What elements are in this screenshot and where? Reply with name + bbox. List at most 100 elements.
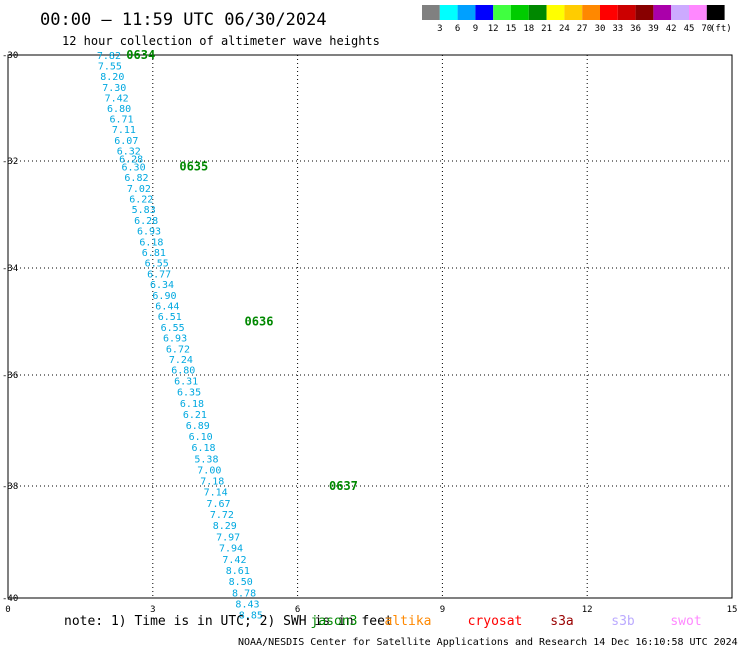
swh-value: 6.89: [186, 421, 210, 432]
swh-value: 6.07: [114, 136, 138, 147]
legend-swatch: [582, 5, 600, 20]
latitude-tick-labels: -30 -32 -34 -36 -38 -40: [2, 51, 18, 604]
satellite-legend: jason3 altika cryosat s3a s3b swot: [311, 614, 702, 629]
pass-time-label: 0635: [179, 159, 208, 173]
legend-swatch: [528, 5, 547, 20]
legend-label: 30: [595, 24, 606, 34]
swh-value: 6.30: [122, 162, 146, 173]
swh-value: 5.38: [194, 454, 218, 465]
lon-tick-label: 15: [727, 605, 738, 615]
swh-value: 7.02: [127, 184, 151, 195]
swh-value: 7.82: [97, 51, 121, 62]
legend-swatch: [671, 5, 689, 20]
legend-label: 21: [541, 24, 552, 34]
map-title: 00:00 — 11:59 UTC 06/30/2024: [40, 10, 327, 30]
swh-value: 6.32: [117, 146, 141, 157]
legend-swatch: [635, 5, 654, 20]
swh-value: 5.83: [132, 205, 156, 216]
legend-swatch: [546, 5, 565, 20]
legend-swatch: [475, 5, 494, 20]
swh-value: 7.42: [105, 93, 129, 104]
swh-value: 7.55: [98, 62, 122, 73]
lat-tick-label: -38: [2, 482, 18, 492]
swh-value: 7.42: [222, 555, 246, 566]
pass-time-label: 0634: [126, 48, 155, 62]
legend-label: 6: [455, 24, 460, 34]
swh-value: 7.30: [102, 83, 126, 94]
swh-value: 8.43: [235, 600, 259, 611]
swh-value: 6.18: [192, 443, 216, 454]
swh-value: 8.50: [229, 577, 253, 588]
swh-value: 7.67: [206, 499, 230, 510]
lon-tick-label: 3: [150, 605, 155, 615]
lat-tick-label: -30: [2, 51, 18, 61]
swh-value: 6.18: [180, 399, 204, 410]
legend-label: 9: [473, 24, 478, 34]
lat-tick-label: -32: [2, 157, 18, 167]
swh-value: 6.93: [137, 227, 161, 238]
lat-tick-label: -36: [2, 371, 18, 381]
legend-label: 24: [559, 24, 570, 34]
swh-value: 6.93: [163, 334, 187, 345]
satellite-s3a-label: s3a: [550, 614, 573, 629]
swh-value: 6.44: [155, 301, 179, 312]
swh-value: 6.34: [150, 280, 174, 291]
swh-value: 7.18: [200, 476, 224, 487]
legend-label: 45: [684, 24, 695, 34]
legend-swatch: [511, 5, 529, 20]
swh-value: 6.35: [177, 388, 201, 399]
swh-value: 8.29: [213, 521, 237, 532]
swh-value: 6.81: [142, 248, 166, 259]
wave-height-legend: 3 6 9 12 15 18 21 24 27 30 33 36 39 42 45 70: [422, 5, 725, 34]
swh-value: 6.21: [183, 410, 207, 421]
footer-note: note: 1) Time is in UTC; 2) SWH is in fe…: [64, 614, 393, 629]
swh-value: 6.82: [124, 173, 148, 184]
swh-value: 7.97: [216, 532, 240, 543]
swh-value: 7.14: [204, 488, 228, 499]
swh-value: 6.55: [161, 323, 185, 334]
lon-tick-label: 9: [440, 605, 445, 615]
legend-swatch: [653, 5, 672, 20]
swh-value: 6.51: [158, 312, 182, 323]
lon-tick-label: 12: [582, 605, 593, 615]
legend-label: 15: [506, 24, 517, 34]
lon-tick-label: 6: [295, 605, 300, 615]
footer-credit: NOAA/NESDIS Center for Satellite Applica…: [238, 637, 738, 648]
swh-value: 6.18: [139, 237, 163, 248]
swh-value: 6.71: [109, 115, 133, 126]
swh-value: 6.80: [107, 104, 131, 115]
legend-label: 42: [666, 24, 677, 34]
legend-swatch: [689, 5, 707, 20]
map-subtitle: 12 hour collection of altimeter wave hei…: [62, 34, 380, 48]
swh-value: 6.80: [171, 366, 195, 377]
pass-time-label: 0636: [245, 315, 274, 329]
swh-value: 6.10: [189, 432, 213, 443]
satellite-s3b-label: s3b: [611, 614, 635, 629]
swh-value: 7.00: [197, 465, 221, 476]
swh-value: 6.22: [129, 194, 153, 205]
legend-swatch: [422, 5, 440, 20]
legend-label: 18: [523, 24, 534, 34]
longitude-tick-labels: 0 3 6 9 12 15: [5, 605, 737, 615]
swh-value: 6.28: [119, 154, 143, 165]
satellite-altika-label: altika: [385, 614, 432, 629]
legend-label: 12: [488, 24, 499, 34]
swh-value: 8.85: [239, 611, 263, 622]
swh-value: 8.61: [226, 566, 250, 577]
legend-label: 27: [577, 24, 588, 34]
satellite-jason3-label: jason3: [311, 614, 358, 629]
map-frame: [7, 54, 733, 599]
legend-swatch: [564, 5, 583, 20]
swh-value: 6.55: [145, 259, 169, 270]
lon-tick-label: 0: [5, 605, 10, 615]
swh-value: 6.72: [166, 344, 190, 355]
legend-label: 39: [648, 24, 659, 34]
legend-swatch: [439, 5, 458, 20]
swh-value: 8.20: [100, 72, 124, 83]
swh-value: 6.28: [134, 216, 158, 227]
lat-tick-label: -40: [2, 594, 18, 604]
swh-value: 6.31: [174, 377, 198, 388]
swh-value: 7.72: [210, 510, 234, 521]
satellite-track: 7.827.558.207.307.426.806.717.116.076.32…: [97, 51, 263, 622]
